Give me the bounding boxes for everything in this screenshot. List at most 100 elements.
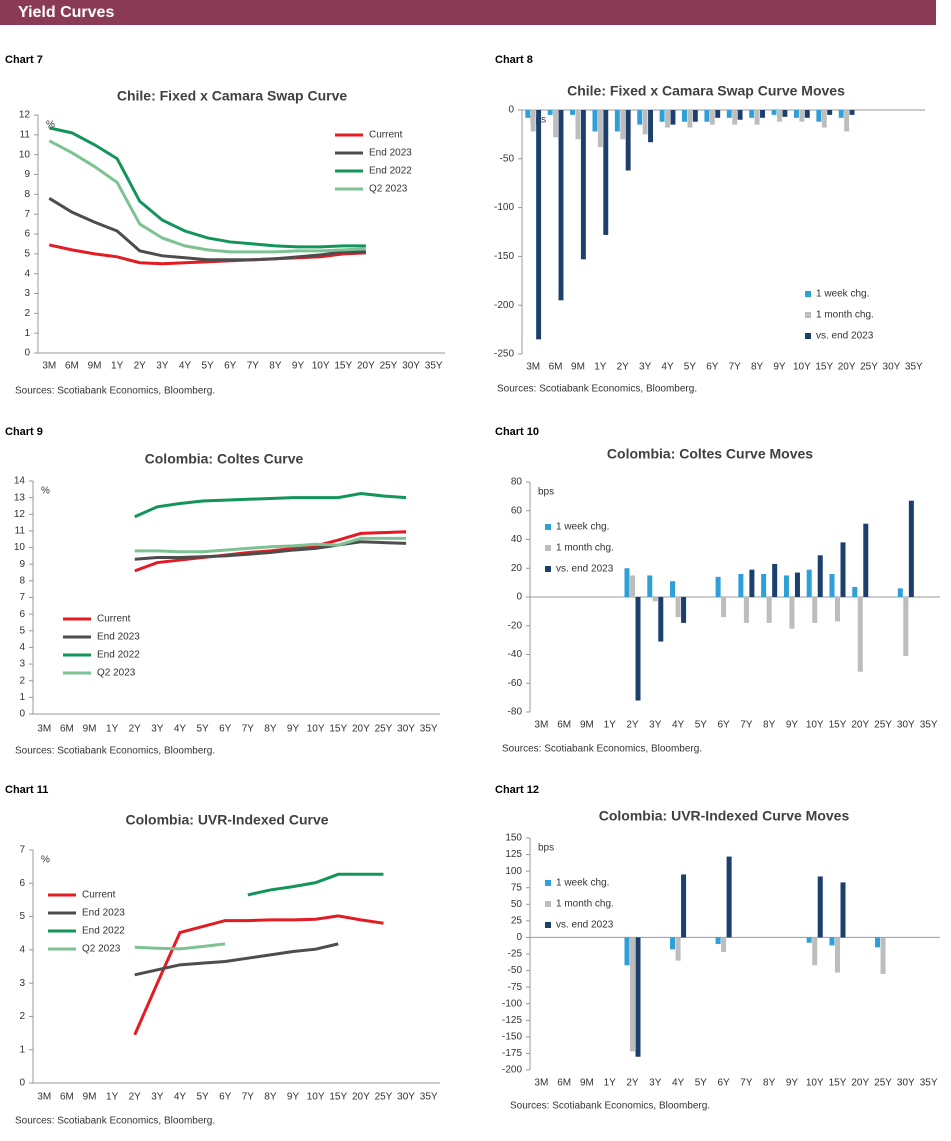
legend-label: 1 week chg.: [556, 878, 609, 889]
x-tick-label: 10Y: [307, 724, 325, 735]
bar: [629, 937, 636, 1052]
legend-label: Q2 2023: [97, 668, 136, 679]
y-tick-label: -75: [508, 982, 523, 993]
bar: [647, 575, 653, 597]
bar: [704, 110, 710, 122]
x-tick-label: 3Y: [649, 1078, 662, 1089]
y-tick-label: 4: [19, 642, 25, 653]
bar: [749, 569, 755, 597]
bar: [624, 568, 630, 597]
y-tick-label: 5: [19, 625, 25, 636]
bar: [834, 937, 841, 973]
y-tick-label: 1: [24, 328, 30, 339]
x-tick-label: 20Y: [357, 361, 375, 372]
line: [134, 942, 226, 951]
y-tick-label: 5: [19, 911, 25, 922]
bar: [658, 597, 664, 642]
bar: [737, 110, 743, 120]
bar: [670, 110, 676, 125]
x-tick-label: 9Y: [287, 1092, 300, 1103]
legend-swatch: [545, 880, 551, 886]
chart-title: Chile: Fixed x Camara Swap Curve: [117, 88, 348, 104]
bar: [852, 586, 858, 597]
bar: [897, 588, 903, 597]
chart-label: Chart 9: [5, 426, 43, 438]
y-tick-label: -100: [494, 202, 514, 213]
line: [48, 243, 366, 266]
legend-label: 1 month chg.: [556, 543, 614, 554]
y-tick-label: 0: [24, 348, 30, 359]
x-tick-label: 8Y: [264, 1092, 277, 1103]
bar: [829, 574, 835, 597]
bar: [793, 110, 799, 118]
x-tick-label: 3Y: [156, 361, 169, 372]
x-tick-label: 1Y: [594, 362, 607, 373]
x-tick-label: 9Y: [773, 362, 786, 373]
x-tick-label: 3M: [37, 724, 51, 735]
bar: [687, 110, 693, 128]
y-tick-label: -250: [494, 349, 514, 360]
x-tick-label: 6Y: [224, 361, 237, 372]
y-tick-label: 0: [19, 709, 25, 720]
chart-title: Colombia: Coltes Curve Moves: [607, 446, 813, 462]
bar: [840, 882, 846, 938]
x-tick-label: 8Y: [264, 724, 277, 735]
x-tick-label: 10Y: [312, 361, 330, 372]
x-tick-label: 35Y: [905, 362, 923, 373]
x-tick-label: 4Y: [179, 361, 192, 372]
bar: [812, 597, 818, 623]
bar: [525, 110, 531, 118]
x-tick-label: 6M: [60, 1092, 74, 1103]
x-tick-label: 6Y: [706, 362, 719, 373]
bar: [829, 937, 835, 946]
y-tick-label: -200: [494, 300, 514, 311]
line: [48, 197, 366, 262]
y-tick-label: 0: [508, 105, 514, 116]
y-tick-label: 11: [15, 526, 26, 537]
bar: [670, 937, 676, 950]
x-tick-label: 20Y: [851, 1078, 869, 1089]
x-tick-label: 35Y: [420, 1092, 438, 1103]
legend-label: 1 month chg.: [816, 310, 874, 321]
y-tick-label: 40: [511, 534, 523, 545]
legend-swatch: [545, 566, 551, 572]
x-tick-label: 2Y: [626, 720, 639, 731]
bar: [772, 563, 778, 597]
bar: [827, 110, 833, 115]
legend-swatch: [805, 312, 811, 318]
x-tick-label: 15Y: [329, 1092, 347, 1103]
y-tick-label: 2: [19, 675, 25, 686]
y-tick-label: -125: [502, 1015, 522, 1026]
x-tick-label: 9M: [83, 724, 97, 735]
bar: [761, 574, 767, 597]
x-tick-label: 30Y: [897, 1078, 915, 1089]
legend-label: End 2022: [97, 650, 140, 661]
y-tick-label: 14: [14, 476, 26, 487]
header-title: Yield Curves: [18, 4, 114, 21]
y-tick-label: -25: [508, 949, 523, 960]
x-tick-label: 9Y: [786, 720, 799, 731]
x-tick-label: 25Y: [380, 361, 398, 372]
chart-label: Chart 10: [495, 426, 539, 438]
y-tick-label: 8: [24, 189, 30, 200]
y-tick-label: -80: [508, 707, 523, 718]
bar: [794, 572, 800, 597]
y-tick-label: 8: [19, 575, 25, 586]
x-tick-label: 3M: [534, 720, 548, 731]
line: [48, 139, 366, 254]
y-tick-label: -150: [502, 1031, 522, 1042]
x-tick-label: 9M: [88, 361, 102, 372]
bar: [715, 576, 721, 597]
legend-label: End 2023: [82, 908, 125, 919]
x-tick-label: 2Y: [617, 362, 630, 373]
x-tick-label: 6Y: [717, 720, 730, 731]
x-tick-label: 15Y: [329, 724, 347, 735]
x-tick-label: 10Y: [793, 362, 811, 373]
x-tick-label: 3Y: [649, 720, 662, 731]
x-tick-label: 15Y: [829, 720, 847, 731]
x-tick-label: 4Y: [661, 362, 674, 373]
x-tick-label: 7Y: [740, 720, 753, 731]
bar: [692, 110, 698, 122]
y-tick-label: 12: [19, 110, 31, 121]
x-tick-label: 5Y: [695, 1078, 708, 1089]
